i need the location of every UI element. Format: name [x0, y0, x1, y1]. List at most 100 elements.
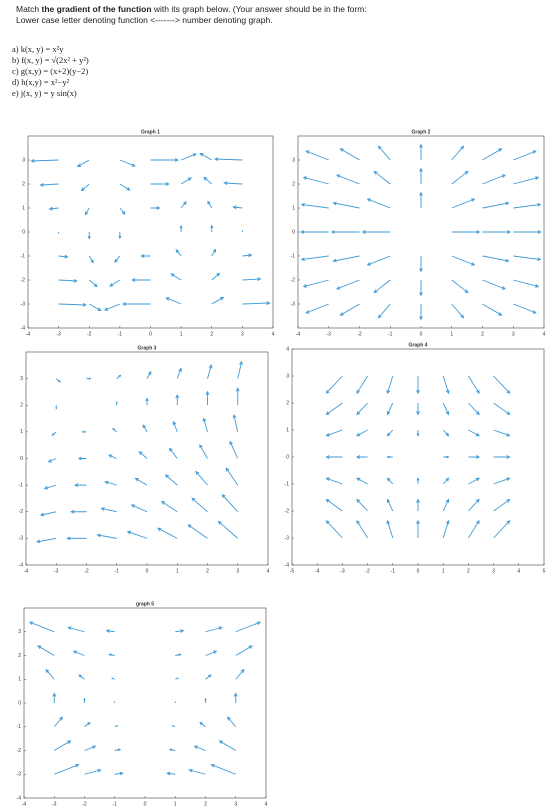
x-tick-label: 3 — [236, 568, 239, 574]
axes-box — [27, 135, 274, 329]
vector-arrow — [83, 697, 86, 703]
vector-arrow — [191, 497, 208, 513]
vector-arrow — [150, 158, 180, 162]
vector-arrow — [203, 176, 213, 185]
vector-arrow — [416, 376, 420, 395]
vector-arrow — [242, 253, 253, 258]
vector-arrow — [386, 375, 394, 395]
vector-arrow — [157, 527, 178, 539]
y-tick-label: -2 — [17, 748, 22, 754]
vector-arrow — [513, 150, 537, 161]
vector-arrow — [150, 206, 161, 210]
vector-arrow — [451, 145, 465, 161]
y-tick-label: 2 — [22, 181, 25, 187]
y-tick-label: -3 — [19, 536, 24, 542]
vector-arrow — [104, 303, 121, 311]
vector-arrow — [180, 177, 192, 185]
vector-arrow — [168, 748, 176, 752]
vector-arrow — [84, 721, 91, 728]
x-tick-label: 0 — [420, 331, 423, 337]
vector-arrow — [43, 484, 57, 490]
vector-arrow — [121, 302, 151, 306]
vector-arrow — [96, 533, 117, 539]
vector-arrow — [67, 626, 85, 633]
x-tick-label: 4 — [517, 568, 520, 574]
vector-arrow — [468, 519, 480, 539]
vector-arrow — [165, 297, 182, 305]
vector-arrow — [482, 303, 503, 316]
y-tick-label: 0 — [20, 456, 23, 462]
vector-arrow — [142, 424, 148, 433]
vector-arrow — [39, 182, 59, 187]
vector-arrow — [332, 201, 360, 209]
vector-arrow — [468, 455, 481, 459]
x-tick-label: 1 — [174, 801, 177, 807]
vector-arrow — [45, 668, 55, 680]
x-tick-label: 0 — [417, 568, 420, 574]
x-tick-label: -4 — [22, 801, 27, 807]
y-tick-label: 1 — [286, 427, 289, 433]
vector-arrow — [52, 692, 57, 703]
vector-arrow — [180, 201, 187, 209]
x-tick-label: -3 — [56, 331, 61, 337]
vector-arrow — [205, 674, 212, 680]
vector-arrow — [386, 477, 394, 485]
vector-arrow — [242, 301, 271, 305]
function-item: e) j(x, y) = y sin(x) — [12, 88, 77, 98]
instruction-line: Match the gradient of the function with … — [16, 4, 367, 15]
vector-arrow — [86, 377, 92, 380]
y-tick-label: -1 — [291, 253, 296, 259]
x-tick-label: 0 — [149, 331, 152, 337]
x-tick-label: 3 — [234, 801, 237, 807]
vector-arrow — [339, 303, 360, 316]
y-tick-label: 0 — [286, 454, 289, 460]
x-tick-label: 4 — [265, 801, 268, 807]
vector-arrow — [210, 763, 236, 775]
x-tick-label: -1 — [391, 568, 396, 574]
x-tick-label: 3 — [512, 331, 515, 337]
vector-arrow — [300, 230, 329, 234]
y-tick-label: 2 — [20, 403, 23, 409]
vector-arrow — [325, 498, 343, 512]
vector-arrow — [355, 455, 368, 459]
x-tick-label: -4 — [26, 331, 31, 337]
vector-arrow — [442, 429, 450, 437]
vector-arrow — [145, 397, 149, 406]
vector-arrow — [513, 230, 542, 234]
vector-arrow — [451, 303, 465, 319]
vector-arrow — [482, 201, 510, 209]
x-tick-label: -4 — [296, 331, 301, 337]
x-tick-label: -2 — [84, 568, 89, 574]
y-tick-label: 2 — [18, 653, 21, 659]
vector-arrow — [112, 427, 118, 433]
vector-arrow — [84, 768, 102, 775]
vector-arrow — [451, 279, 469, 294]
vector-arrow — [58, 303, 87, 307]
vector-arrow — [188, 768, 206, 775]
vector-arrow — [493, 455, 511, 459]
x-tick-label: -5 — [290, 568, 295, 574]
vector-arrow — [205, 390, 210, 406]
vector-arrow — [468, 402, 480, 416]
vector-arrow — [51, 431, 57, 436]
vector-arrow — [39, 511, 57, 517]
axes-box — [23, 607, 267, 799]
vector-arrow — [130, 504, 148, 513]
vector-arrow — [78, 674, 85, 680]
vector-arrow — [104, 480, 117, 486]
vector-arrow — [235, 621, 262, 633]
x-tick-label: 3 — [241, 331, 244, 337]
y-tick-label: 4 — [286, 346, 289, 352]
text: with its graph below. (Your answer shoul… — [151, 4, 367, 14]
vector-arrow — [54, 763, 80, 775]
y-tick-label: -4 — [17, 795, 22, 801]
vector-arrow — [114, 748, 122, 752]
vector-arrow — [172, 420, 178, 433]
vector-arrow — [482, 255, 510, 263]
vector-arrow — [48, 206, 59, 211]
vector-arrow — [195, 470, 208, 486]
y-tick-label: 3 — [20, 376, 23, 382]
y-tick-label: 1 — [22, 205, 25, 211]
vector-arrow — [223, 181, 243, 186]
